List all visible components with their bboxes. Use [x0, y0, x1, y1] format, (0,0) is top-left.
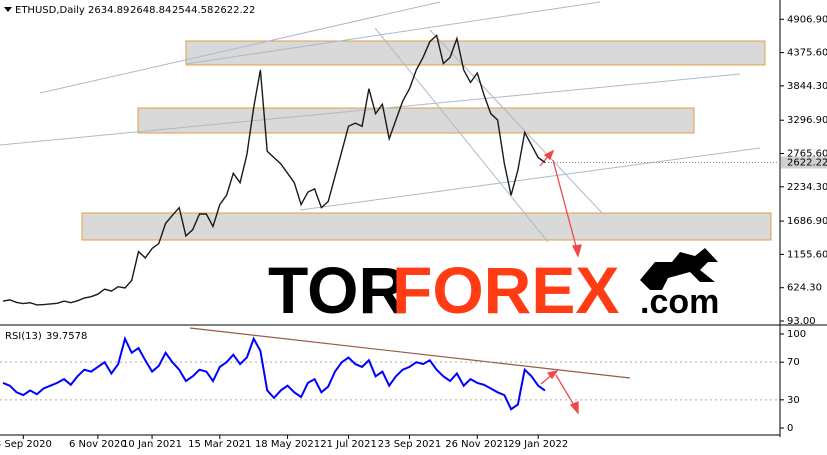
- y-tick-label: 1155.60: [787, 249, 827, 260]
- x-tick-label: 6 Nov 2020: [69, 439, 127, 450]
- price-tag-label: 2622.22: [787, 157, 827, 168]
- x-tick-label: 15 Mar 2021: [188, 439, 251, 450]
- support-zone: [81, 212, 772, 241]
- bull-icon: [640, 248, 718, 290]
- y-tick-label: 3844.30: [787, 81, 827, 92]
- y2-tick-label: 0: [787, 423, 793, 434]
- watermark-text: TOR: [268, 253, 406, 327]
- y2-tick-label: 100: [787, 329, 806, 340]
- rsi-trend-line: [189, 327, 631, 379]
- resistance-zone: [137, 107, 695, 134]
- rsi-label: RSI(13): [5, 331, 42, 342]
- forecast-arrows: [539, 149, 582, 415]
- x-tick-label: 21 Jul 2021: [320, 439, 377, 450]
- resistance-zone: [185, 40, 766, 66]
- y2-tick-label: 30: [787, 395, 800, 406]
- ohlc-value: 2634.89: [88, 5, 129, 16]
- y-tick-label: 4906.90: [787, 14, 827, 25]
- y-tick-label: 624.30: [787, 283, 822, 294]
- x-tick-label: 29 Jan 2022: [508, 439, 568, 450]
- x-tick-label: 23 Sep 2021: [378, 439, 441, 450]
- x-tick-label: 3 Sep 2020: [0, 439, 52, 450]
- ohlc-value: 2544.58: [172, 5, 213, 16]
- y-tick-label: 2765.60: [787, 148, 827, 159]
- ohlc-value: 2648.84: [130, 5, 171, 16]
- x-tick-label: 18 May 2021: [255, 439, 320, 450]
- y-tick-label: 4375.60: [787, 48, 827, 59]
- y-tick-label: 1686.90: [787, 216, 827, 227]
- y-tick-label: 93.00: [787, 316, 816, 327]
- trend-lines: [0, 1, 761, 243]
- y2-tick-label: 70: [787, 357, 800, 368]
- watermark: TOR FOREX .com: [268, 248, 719, 327]
- rsi-value: 39.7578: [46, 331, 87, 342]
- y-tick-label: 3296.90: [787, 115, 827, 126]
- ohlc-value: 2622.22: [214, 5, 255, 16]
- price-line: [2, 34, 546, 306]
- watermark-text: FOREX: [392, 253, 619, 327]
- y-tick-label: 2234.30: [787, 182, 827, 193]
- rsi-line: [2, 335, 546, 411]
- x-tick-label: 26 Nov 2021: [445, 439, 509, 450]
- x-tick-label: 10 Jan 2021: [122, 439, 182, 450]
- menu-triangle: [4, 7, 12, 12]
- price-tag: [781, 156, 827, 169]
- symbol-label: ETHUSD,Daily: [15, 5, 85, 16]
